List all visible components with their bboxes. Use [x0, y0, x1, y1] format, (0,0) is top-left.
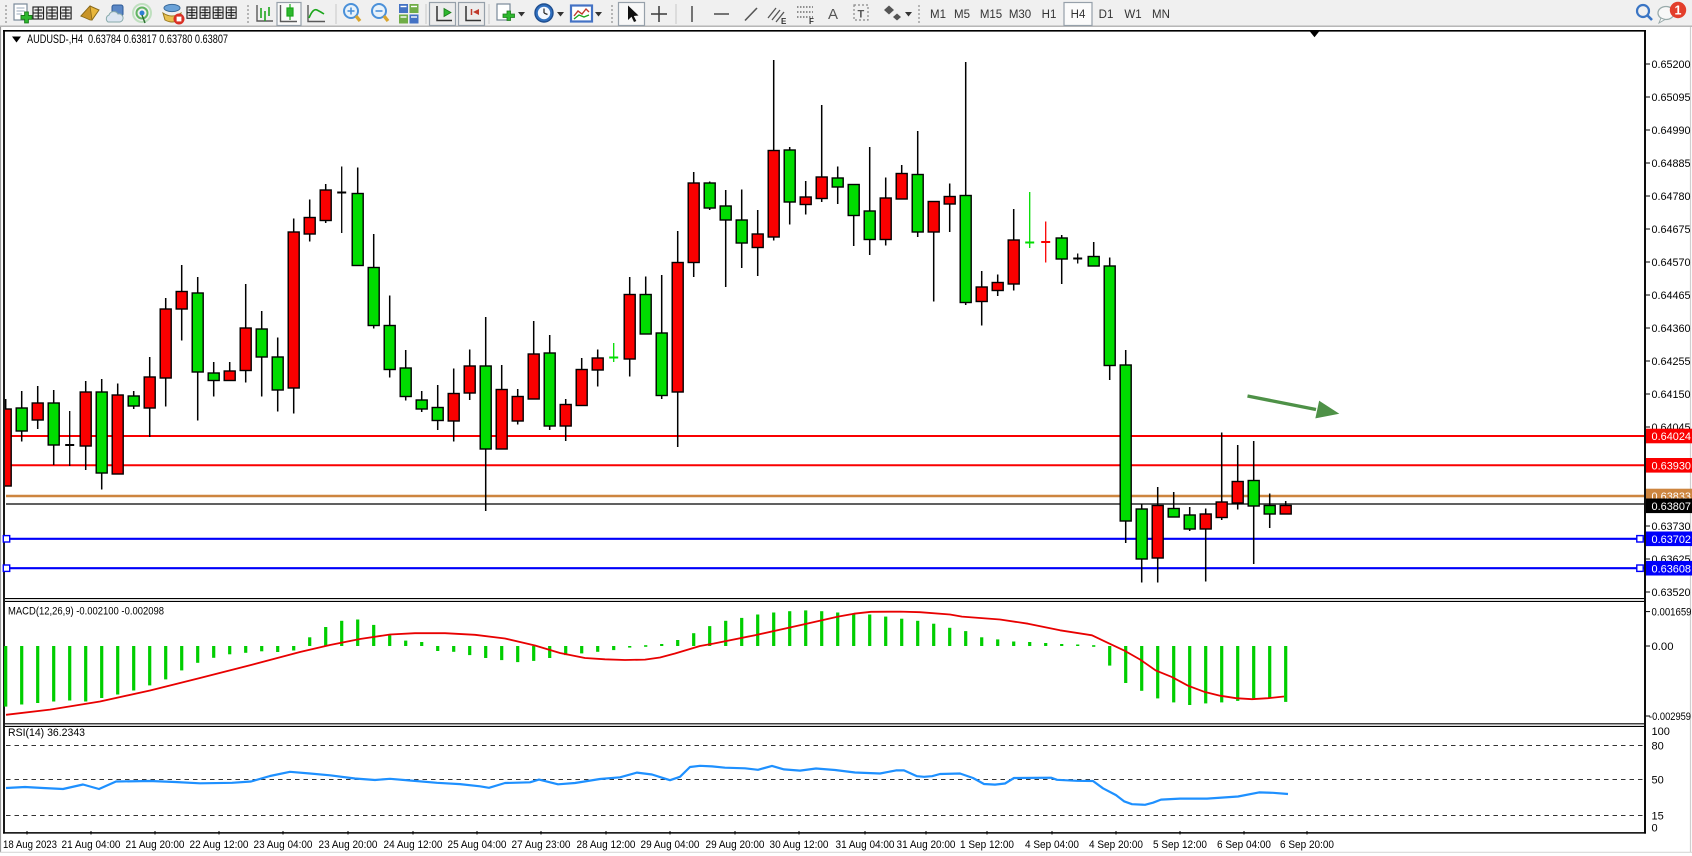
svg-text:50: 50 — [1652, 775, 1664, 787]
svg-text:5 Sep 12:00: 5 Sep 12:00 — [1153, 839, 1207, 851]
svg-text:0.64465: 0.64465 — [1652, 290, 1691, 302]
svg-text:6 Sep 04:00: 6 Sep 04:00 — [1217, 839, 1271, 851]
svg-text:0.64885: 0.64885 — [1652, 158, 1691, 170]
svg-text:28 Aug 12:00: 28 Aug 12:00 — [577, 839, 636, 851]
svg-text:H1: H1 — [1042, 9, 1057, 21]
svg-text:0.001659: 0.001659 — [1652, 607, 1692, 619]
svg-text:0: 0 — [1652, 823, 1658, 835]
svg-text:0.64675: 0.64675 — [1652, 224, 1691, 236]
svg-text:31 Aug 20:00: 31 Aug 20:00 — [897, 839, 956, 851]
svg-text:0.64024: 0.64024 — [1652, 431, 1692, 443]
svg-text:18 Aug 2023: 18 Aug 2023 — [3, 839, 57, 851]
svg-text:0.63702: 0.63702 — [1652, 534, 1692, 546]
svg-text:M15: M15 — [980, 9, 1002, 21]
svg-text:F: F — [809, 17, 814, 26]
svg-text:0.64360: 0.64360 — [1652, 323, 1691, 335]
svg-text:-0.002959: -0.002959 — [1649, 711, 1691, 723]
svg-text:AUDUSD-,H4 0.63784 0.63817 0.: AUDUSD-,H4 0.63784 0.63817 0.63780 0.638… — [27, 34, 228, 46]
svg-text:RSI(14) 36.2343: RSI(14) 36.2343 — [8, 727, 85, 739]
svg-text:0.64255: 0.64255 — [1652, 356, 1691, 368]
svg-text:M5: M5 — [954, 9, 970, 21]
svg-text:M1: M1 — [930, 9, 946, 21]
svg-text:0.63807: 0.63807 — [1652, 501, 1692, 513]
svg-text:0.63930: 0.63930 — [1652, 461, 1692, 473]
svg-text:E: E — [781, 17, 787, 26]
svg-text:D1: D1 — [1099, 9, 1114, 21]
svg-text:4 Sep 20:00: 4 Sep 20:00 — [1089, 839, 1143, 851]
svg-text:0.65095: 0.65095 — [1652, 92, 1691, 104]
svg-text:H4: H4 — [1071, 9, 1086, 21]
svg-text:29 Aug 20:00: 29 Aug 20:00 — [706, 839, 765, 851]
svg-text:29 Aug 04:00: 29 Aug 04:00 — [641, 839, 700, 851]
svg-text:30 Aug 12:00: 30 Aug 12:00 — [770, 839, 829, 851]
svg-text:25 Aug 04:00: 25 Aug 04:00 — [448, 839, 507, 851]
svg-text:T: T — [858, 9, 865, 21]
svg-text:27 Aug 23:00: 27 Aug 23:00 — [512, 839, 571, 851]
svg-text:80: 80 — [1652, 741, 1664, 753]
svg-text:MN: MN — [1152, 9, 1170, 21]
svg-text:0.64780: 0.64780 — [1652, 191, 1691, 203]
svg-text:21 Aug 20:00: 21 Aug 20:00 — [126, 839, 185, 851]
svg-text:100: 100 — [1652, 726, 1670, 738]
svg-text:21 Aug 04:00: 21 Aug 04:00 — [62, 839, 121, 851]
svg-text:23 Aug 04:00: 23 Aug 04:00 — [254, 839, 313, 851]
svg-text:6 Sep 20:00: 6 Sep 20:00 — [1280, 839, 1334, 851]
svg-text:M30: M30 — [1009, 9, 1031, 21]
svg-text:A: A — [828, 6, 838, 23]
svg-text:31 Aug 04:00: 31 Aug 04:00 — [836, 839, 895, 851]
svg-text:1: 1 — [1675, 4, 1682, 18]
svg-text:0.00: 0.00 — [1652, 641, 1674, 653]
svg-text:0.65200: 0.65200 — [1652, 59, 1691, 71]
svg-text:1 Sep 12:00: 1 Sep 12:00 — [960, 839, 1014, 851]
svg-text:24 Aug 12:00: 24 Aug 12:00 — [384, 839, 443, 851]
svg-text:23 Aug 20:00: 23 Aug 20:00 — [319, 839, 378, 851]
svg-text:0.63730: 0.63730 — [1652, 521, 1691, 533]
svg-text:4 Sep 04:00: 4 Sep 04:00 — [1025, 839, 1079, 851]
svg-text:W1: W1 — [1124, 9, 1141, 21]
svg-text:15: 15 — [1652, 811, 1664, 823]
svg-text:22 Aug 12:00: 22 Aug 12:00 — [190, 839, 249, 851]
svg-text:MACD(12,26,9) -0.002100 -0.002: MACD(12,26,9) -0.002100 -0.002098 — [8, 606, 164, 618]
svg-text:0.64570: 0.64570 — [1652, 257, 1691, 269]
svg-text:0.64150: 0.64150 — [1652, 389, 1691, 401]
svg-text:0.63520: 0.63520 — [1652, 587, 1691, 599]
svg-text:0.63608: 0.63608 — [1652, 563, 1692, 575]
svg-text:0.64990: 0.64990 — [1652, 125, 1691, 137]
